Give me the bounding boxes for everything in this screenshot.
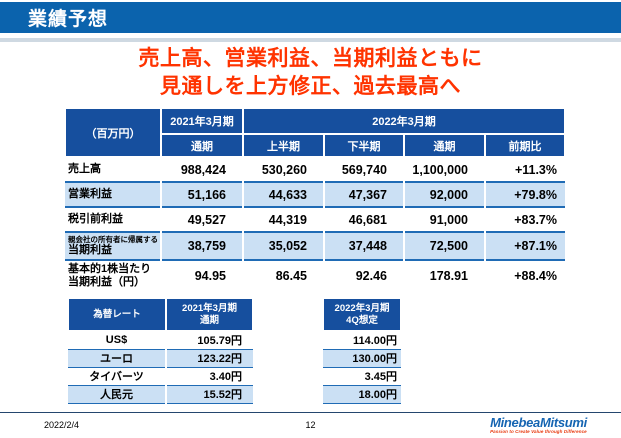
page-number: 12 [305, 420, 316, 430]
fy2021-column-header: 2021年3月期 [160, 107, 244, 135]
fx-4q-row-usd: 114.00円 [323, 331, 401, 349]
cell-net-sales-fy2021: 988,424 [160, 157, 243, 182]
cell-operating-income-1h: 44,633 [242, 182, 324, 207]
cell-profit-attributable-2h: 37,448 [323, 232, 404, 260]
logo-tagline: Passion to Create Value through Differen… [490, 429, 587, 434]
table-row-eps: 基本的1株当たり 当期利益（円） 94.95 86.45 92.46 178.9… [65, 260, 565, 291]
cell-net-sales-1h: 530,260 [242, 157, 324, 182]
minebeamitsumi-logo: MinebeaMitsumi Passion to Create Value t… [490, 416, 587, 434]
fx-row-usd: US$ 105.79円 [68, 331, 253, 349]
fx-usd-fy2021: 105.79円 [165, 331, 253, 349]
cell-eps-fy2022: 178.91 [403, 260, 485, 291]
fx-euro-fy2022-4q: 130.00円 [352, 353, 397, 365]
page-title: 業績予想 [28, 9, 109, 30]
fx-fy2022-4q-column-header: 2022年3月期 4Q想定 [322, 297, 402, 332]
cell-operating-income-fy2021: 51,166 [160, 182, 243, 207]
fy2022-column-group-header: 2022年3月期 [242, 107, 566, 135]
logo-wordmark: MinebeaMitsumi [490, 415, 587, 430]
subcol-yoy: 前期比 [484, 133, 566, 158]
fx-euro-fy2021: 123.22円 [165, 349, 253, 367]
results-header-row-2: 通期 上半期 下半期 通期 前期比 [65, 133, 566, 158]
cell-profit-before-tax-yoy: +83.7% [484, 207, 565, 232]
row-label-profit-attributable: 親会社の所有者に帰属する 当期利益 [68, 235, 158, 256]
fx-4q-header-row: 2022年3月期 4Q想定 [322, 297, 402, 332]
table-row-profit-before-tax: 税引前利益 49,527 44,319 46,681 91,000 +83.7% [65, 207, 565, 232]
row-label-profit-before-tax: 税引前利益 [68, 213, 123, 225]
fx-currency-yuan: 人民元 [100, 389, 133, 401]
results-header-row-1: （百万円） 2021年3月期 2022年3月期 [64, 107, 566, 158]
footer-divider [0, 412, 621, 413]
fx-4q-row-yuan: 18.00円 [323, 385, 401, 403]
cell-net-sales-2h: 569,740 [323, 157, 404, 182]
cell-eps-1h: 86.45 [242, 260, 324, 291]
cell-operating-income-2h: 47,367 [323, 182, 404, 207]
fx-fy2021-column-header: 2021年3月期 通期 [165, 297, 254, 332]
row-label-eps: 基本的1株当たり 当期利益（円） [68, 263, 152, 288]
row-label-operating-income: 営業利益 [68, 188, 112, 200]
exchange-rate-table-fy2022-4q: 2022年3月期 4Q想定 114.00円 130.00円 3.45円 18.0… [322, 297, 402, 404]
fx-currency-thai-baht: タイバーツ [89, 371, 144, 383]
row-label-net-sales: 売上高 [68, 163, 101, 175]
cell-profit-before-tax-fy2022: 91,000 [403, 207, 485, 232]
fx-4q-row-thai-baht: 3.45円 [323, 367, 401, 385]
cell-operating-income-yoy: +79.8% [484, 182, 565, 207]
fx-row-euro: ユーロ 123.22円 [68, 349, 253, 367]
cell-profit-attributable-fy2022: 72,500 [403, 232, 485, 260]
cell-eps-2h: 92.46 [323, 260, 404, 291]
fx-currency-usd: US$ [105, 334, 128, 347]
results-table: （百万円） 2021年3月期 2022年3月期 通期 上半期 下半期 通期 前期… [64, 107, 566, 291]
cell-operating-income-fy2022: 92,000 [403, 182, 485, 207]
subcol-second-half: 下半期 [323, 133, 405, 158]
cell-net-sales-fy2022: 1,100,000 [403, 157, 485, 182]
cell-profit-attributable-1h: 35,052 [242, 232, 324, 260]
footer-date: 2022/2/4 [44, 420, 80, 430]
table-row-profit-attributable: 親会社の所有者に帰属する 当期利益 38,759 35,052 37,448 7… [65, 232, 565, 260]
cell-profit-attributable-fy2021: 38,759 [160, 232, 243, 260]
cell-profit-before-tax-2h: 46,681 [323, 207, 404, 232]
headline-line2: 見通しを上方修正、過去最高へ [160, 75, 461, 98]
cell-eps-yoy: +88.4% [484, 260, 565, 291]
fx-4q-row-euro: 130.00円 [323, 349, 401, 367]
cell-profit-attributable-yoy: +87.1% [484, 232, 565, 260]
fx-yuan-fy2021: 15.52円 [165, 385, 253, 403]
fx-currency-euro: ユーロ [100, 353, 133, 365]
fx-usd-fy2022-4q: 114.00円 [352, 335, 397, 348]
cell-profit-before-tax-1h: 44,319 [242, 207, 324, 232]
fx-yuan-fy2022-4q: 18.00円 [358, 389, 397, 401]
table-row-net-sales: 売上高 988,424 530,260 569,740 1,100,000 +1… [65, 157, 565, 182]
fx-header-row: 為替レート 2021年3月期 通期 [67, 297, 254, 332]
unit-label: （百万円） [64, 107, 162, 158]
slide-header-bar: 業績予想 [0, 2, 621, 33]
cell-eps-fy2021: 94.95 [160, 260, 243, 291]
table-row-operating-income: 営業利益 51,166 44,633 47,367 92,000 +79.8% [65, 182, 565, 207]
subcol-first-half: 上半期 [242, 133, 325, 158]
fx-title: 為替レート [67, 297, 167, 332]
cell-profit-before-tax-fy2021: 49,527 [160, 207, 243, 232]
cell-net-sales-yoy: +11.3% [484, 157, 565, 182]
fx-row-thai-baht: タイバーツ 3.40円 [68, 367, 253, 385]
fx-row-yuan: 人民元 15.52円 [68, 385, 253, 403]
fx-thai-baht-fy2022-4q: 3.45円 [364, 371, 397, 383]
headline: 売上高、営業利益、当期利益ともに 見通しを上方修正、過去最高へ [0, 45, 621, 101]
headline-line1: 売上高、営業利益、当期利益ともに [138, 47, 483, 70]
header-divider [0, 38, 621, 42]
subcol-full-year: 通期 [403, 133, 486, 158]
fx-thai-baht-fy2021: 3.40円 [165, 367, 253, 385]
exchange-rate-table-fy2021: 為替レート 2021年3月期 通期 US$ 105.79円 ユーロ 123.22… [67, 297, 254, 404]
subcol-fy2021-full-year: 通期 [160, 133, 244, 158]
